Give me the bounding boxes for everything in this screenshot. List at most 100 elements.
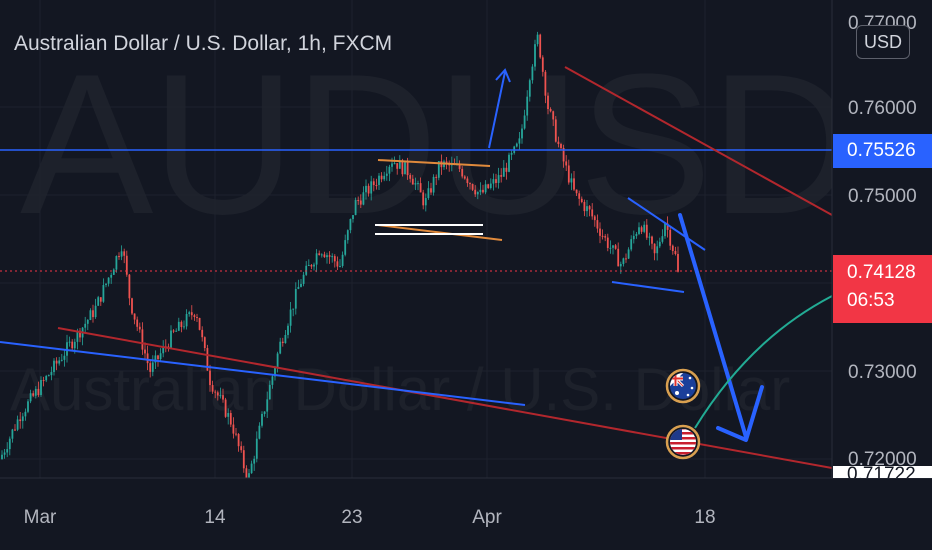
candle-body [263,411,266,414]
candle-body [229,413,232,425]
orange-channel-bottom[interactable] [377,224,503,241]
blue-support-trendline[interactable] [0,341,526,406]
candle-body [632,235,635,240]
candle-body [575,189,578,194]
candle-body [331,256,334,258]
candle-body [500,175,503,177]
candle-body [606,237,609,248]
candle-body [526,96,529,116]
candle-body [336,261,339,267]
candle-body [47,375,50,377]
candle-body [398,160,401,169]
candle-body [224,399,227,417]
candle-body [279,341,282,354]
candle-body [302,274,305,284]
currency-button[interactable]: USD [856,25,910,59]
candle-body [32,393,35,396]
candle-body [245,468,248,478]
blue-down-arrow[interactable] [678,213,764,442]
candle-body [578,193,581,199]
candle-body [622,258,625,264]
candle-body [671,245,674,252]
candle-body [237,434,240,447]
candle-body [630,239,633,250]
candle-body [310,264,313,267]
candle-body [612,245,614,248]
time-tick-label: 18 [694,507,715,528]
price-tick-label: 0.76000 [848,98,917,119]
candle-body [445,161,448,163]
candle-body [406,162,409,176]
candle-body [206,348,209,371]
blue-up-arrow[interactable] [488,68,511,149]
candle-body [203,337,206,349]
australia-flag-icon[interactable] [665,368,701,404]
candle-body [193,315,196,318]
candle-body [531,66,534,81]
candle-body [534,44,536,67]
candle-body [476,191,479,195]
candle-body [508,154,510,172]
price-tick-label: 0.75000 [848,186,917,207]
candle-body [42,380,45,382]
usa-flag-icon[interactable] [665,424,701,460]
blue-wedge-top[interactable] [627,197,706,251]
candle-body [391,163,393,167]
candle-body [484,184,487,193]
candle-body [84,323,87,328]
candle-body [648,236,651,238]
candle-body [144,349,146,354]
candle-body [365,185,367,193]
candle-body [34,388,37,396]
candle-body [674,251,677,254]
time-axis-labels: Mar 14 23 Apr 18 [24,507,716,528]
candle-body [586,206,588,212]
candle-body [435,176,438,178]
candle-body [482,189,484,193]
orange-channel-top[interactable] [377,159,491,167]
candle-body [643,224,646,232]
red-resistance-trendline[interactable] [564,66,832,216]
candle-body [58,360,61,364]
candle-body [570,178,573,183]
candle-body [536,34,539,45]
candle-body [235,433,237,435]
candles-group [1,31,679,478]
candle-body [21,416,24,422]
candle-body [385,173,388,176]
candle-body [281,341,284,344]
candle-body [562,148,565,162]
candle-body [19,419,22,422]
candle-body [328,255,331,257]
candle-body [552,111,555,120]
candle-body [346,230,349,241]
candle-body [469,183,471,185]
candle-body [645,224,648,238]
candle-body [123,251,126,256]
candle-body [68,341,71,343]
candle-body [240,446,243,451]
time-tick-label: Mar [24,507,57,528]
candle-body [183,326,185,328]
candle-body [560,144,562,149]
candle-body [307,264,310,266]
candle-body [177,321,180,331]
candle-body [154,355,157,363]
time-tick-label: Apr [472,507,502,528]
candle-body [601,235,604,237]
candle-body [89,310,92,320]
candle-body [323,254,326,258]
candle-body [466,178,469,184]
time-axis[interactable] [0,478,932,550]
candle-body [489,183,492,189]
red-support-trendline[interactable] [57,327,832,469]
candle-body [232,424,235,434]
teal-forecast-curve[interactable] [694,295,832,429]
candle-body [547,95,549,110]
candle-body [55,360,58,364]
blue-wedge-bottom[interactable] [611,281,685,293]
candle-body [383,175,386,180]
price-axis[interactable] [832,0,932,478]
candle-body [37,388,40,396]
